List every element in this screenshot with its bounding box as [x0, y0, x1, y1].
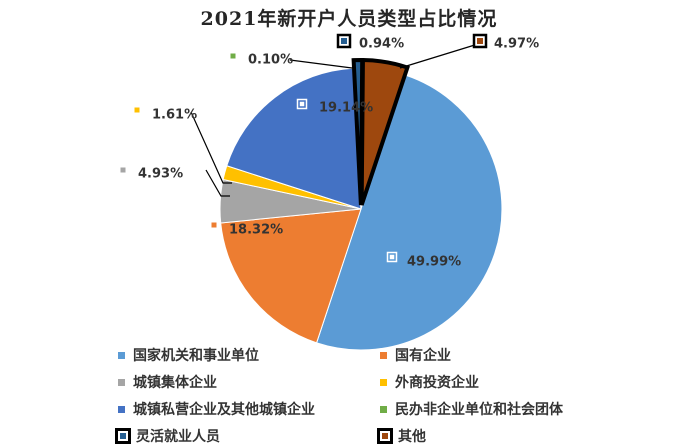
legend-swatch [380, 378, 387, 386]
data-label: 18.32% [229, 223, 283, 238]
leader-line [399, 43, 479, 69]
data-label: 0.94% [359, 37, 404, 52]
leader-line [205, 169, 230, 197]
pie-slice-highlight [351, 58, 365, 206]
leader-line [289, 59, 353, 69]
label-marker-fill [298, 100, 306, 108]
legend-swatch [115, 428, 131, 444]
legend-item: 国家机关和事业单位 [118, 344, 380, 366]
legend-label: 城镇私营企业及其他城镇企业 [133, 402, 315, 418]
label-marker-fill [341, 38, 347, 44]
label-marker [296, 98, 308, 110]
data-label: 19.14% [319, 101, 373, 116]
chart-title: 2021年新开户人员类型占比情况 [200, 8, 498, 30]
label-marker [134, 107, 140, 113]
legend-label: 灵活就业人员 [136, 429, 220, 445]
leader-line [190, 111, 232, 184]
legend-item: 城镇集体企业 [118, 371, 380, 393]
pie-slice [220, 208, 362, 344]
legend-label: 民办非企业单位和社会团体 [395, 402, 563, 418]
data-label: 4.97% [494, 37, 539, 52]
legend-item: 灵活就业人员 [115, 425, 380, 447]
pie-slice [315, 74, 503, 351]
pie-slice [226, 67, 362, 210]
data-label: 0.10% [248, 53, 293, 68]
label-marker [211, 222, 217, 228]
legend-swatch [118, 378, 125, 386]
legend-item: 国有企业 [380, 344, 642, 366]
legend-item: 其他 [377, 425, 642, 447]
legend-item: 外商投资企业 [380, 371, 642, 393]
label-marker [120, 167, 126, 173]
legend-item: 城镇私营企业及其他城镇企业 [118, 398, 380, 420]
label-marker-fill [477, 38, 483, 44]
legend-label: 其他 [398, 429, 426, 445]
legend-swatch [377, 428, 393, 444]
legend-swatch [380, 351, 387, 359]
legend-swatch [118, 351, 125, 359]
label-marker [230, 53, 236, 59]
data-label: 4.93% [138, 167, 183, 182]
data-label: 1.61% [152, 108, 197, 123]
legend-label: 外商投资企业 [395, 375, 479, 391]
legend-item: 民办非企业单位和社会团体 [380, 398, 642, 420]
legend-label: 城镇集体企业 [133, 375, 217, 391]
data-label: 49.99% [407, 255, 461, 270]
label-marker-fill [388, 253, 396, 261]
legend-swatch [118, 405, 125, 413]
legend: 国家机关和事业单位 国有企业城镇集体企业 外商投资企业城镇私营企业及其他城镇企业 民办… [115, 344, 678, 447]
legend-swatch [380, 405, 387, 413]
label-marker [386, 251, 398, 263]
legend-label: 国有企业 [395, 348, 451, 364]
legend-label: 国家机关和事业单位 [133, 348, 259, 364]
